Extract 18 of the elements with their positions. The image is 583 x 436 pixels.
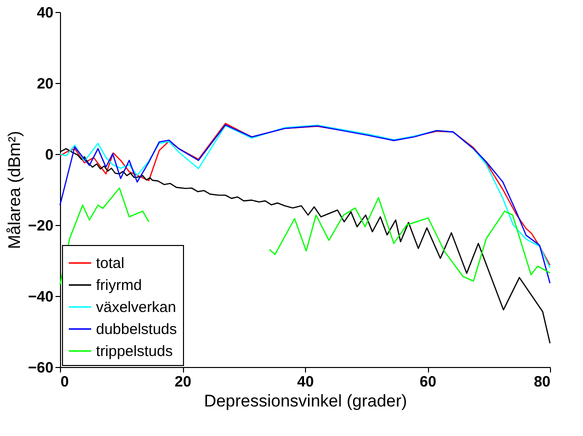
x-tick-label: 80 [534, 374, 550, 390]
y-tick-label: 20 [36, 76, 54, 92]
y-tick-label: −20 [28, 218, 54, 234]
legend-label: friyrmd [96, 277, 142, 294]
legend-label: trippelstuds [96, 343, 173, 360]
legend-label: dubbelstuds [96, 321, 177, 338]
x-tick-label: 20 [174, 374, 192, 390]
x-axis-title: Depressionsvinkel (grader) [204, 392, 408, 410]
y-axis-title: Målarea (dBm²) [5, 130, 24, 250]
y-tick-label: −60 [28, 360, 54, 376]
legend-label: växelverkan [96, 299, 176, 316]
x-tick-label: 0 [60, 374, 69, 390]
x-tick-label: 40 [297, 374, 314, 390]
y-tick-label: 40 [36, 4, 54, 22]
y-tick-label: −40 [28, 288, 54, 306]
y-tick-label: 0 [45, 146, 54, 164]
x-tick-label: 60 [420, 374, 436, 390]
legend-label: total [96, 255, 124, 272]
